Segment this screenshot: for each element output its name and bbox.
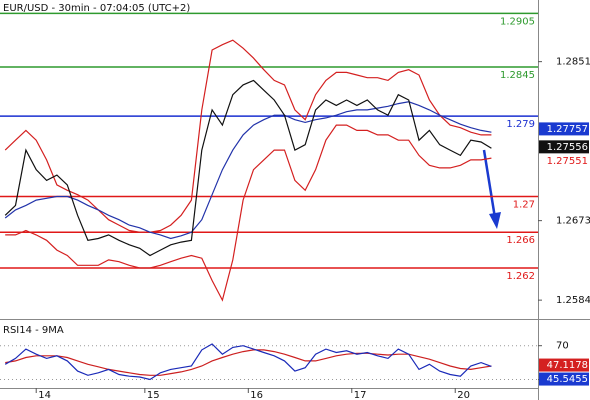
chart-title: EUR/USD - 30min - 07:04:05 (UTC+2) bbox=[3, 3, 190, 14]
arrow-shaft bbox=[482, 149, 497, 219]
price-tag bbox=[539, 122, 589, 136]
x-tick-label: 17 bbox=[354, 390, 367, 400]
x-tick-label: 15 bbox=[147, 390, 160, 400]
y-tick-label: 1.2851 bbox=[556, 57, 590, 68]
price-tag bbox=[539, 140, 589, 154]
level-label: 1.266 bbox=[506, 235, 535, 246]
indicator-title: RSI14 - 9MA bbox=[3, 325, 64, 336]
level-label: 1.2905 bbox=[500, 16, 535, 27]
price-tag-label: 47.1178 bbox=[547, 360, 588, 371]
y-tick-label: 70 bbox=[556, 341, 569, 352]
price-tag bbox=[539, 372, 589, 386]
series-line bbox=[4, 101, 492, 240]
price-tag bbox=[539, 154, 589, 168]
y-tick-label: 1.2673 bbox=[556, 216, 590, 227]
level-label: 1.279 bbox=[506, 119, 535, 130]
forecast-arrow bbox=[482, 149, 501, 229]
price-tag-label: 45.5455 bbox=[547, 374, 588, 385]
x-tick-label: 14 bbox=[38, 390, 51, 400]
series-line bbox=[4, 39, 492, 233]
arrow-head bbox=[489, 212, 501, 229]
series-line bbox=[5, 124, 492, 302]
price-tag-label: 1.27757 bbox=[547, 124, 588, 135]
series-line bbox=[4, 79, 492, 257]
series-line bbox=[5, 349, 492, 376]
price-tag-label: 1.27556 bbox=[547, 142, 588, 153]
level-label: 1.262 bbox=[506, 271, 535, 282]
level-label: 1.2845 bbox=[500, 70, 535, 81]
level-label: 1.27 bbox=[513, 200, 535, 211]
price-tag-label: 1.27551 bbox=[547, 156, 588, 167]
x-tick-label: 16 bbox=[250, 390, 263, 400]
series-line bbox=[4, 343, 492, 381]
y-tick-label: 1.2584 bbox=[556, 295, 590, 306]
price-tag bbox=[539, 358, 589, 372]
x-tick-label: 20 bbox=[457, 390, 470, 400]
